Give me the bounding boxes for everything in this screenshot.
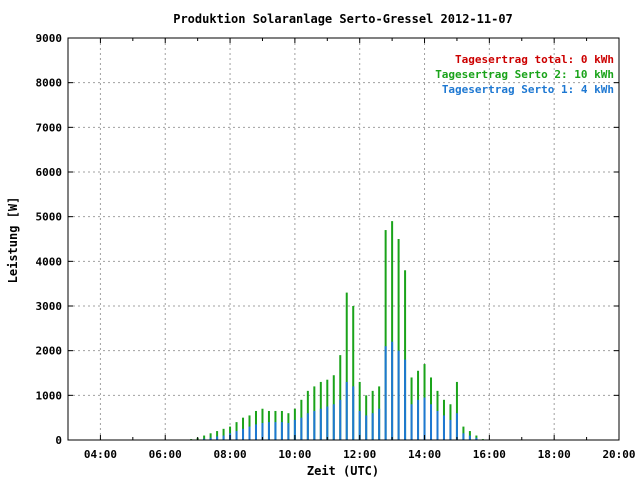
y-tick-label: 1000 [36, 389, 63, 402]
bar-serto-1 [436, 411, 438, 440]
bar-serto-1 [424, 398, 426, 440]
x-tick-label: 10:00 [278, 448, 311, 461]
bar-serto-1 [307, 413, 309, 440]
bar-serto-1 [411, 404, 413, 440]
x-tick-label: 18:00 [538, 448, 571, 461]
y-tick-label: 5000 [36, 211, 63, 224]
bar-serto-1 [378, 409, 380, 440]
bar-serto-1 [281, 422, 283, 440]
bar-serto-1 [417, 400, 419, 440]
bars [190, 221, 484, 440]
y-tick-label: 8000 [36, 77, 63, 90]
bar-serto-1 [469, 436, 471, 440]
x-tick-label: 16:00 [473, 448, 506, 461]
y-tick-label: 0 [55, 434, 62, 447]
x-tick-label: 06:00 [149, 448, 182, 461]
bar-serto-1 [339, 400, 341, 440]
x-tick-label: 12:00 [343, 448, 376, 461]
bar-serto-1 [333, 404, 335, 440]
y-tick-label: 6000 [36, 166, 63, 179]
x-tick-label: 08:00 [213, 448, 246, 461]
bar-serto-1 [268, 422, 270, 440]
x-tick-label: 04:00 [84, 448, 117, 461]
bar-serto-1 [223, 436, 225, 440]
bar-serto-1 [313, 411, 315, 440]
bar-serto-1 [352, 386, 354, 440]
bar-serto-1 [216, 436, 218, 440]
bar-serto-1 [274, 422, 276, 440]
bar-serto-1 [365, 415, 367, 440]
y-tick-label: 3000 [36, 300, 63, 313]
x-axis-label: Zeit (UTC) [307, 464, 379, 478]
y-axis-label: Leistung [W] [6, 197, 20, 284]
bar-serto-1 [236, 431, 238, 440]
bar-serto-1 [242, 429, 244, 440]
y-tick-label: 4000 [36, 255, 63, 268]
bar-serto-1 [462, 433, 464, 440]
bar-serto-1 [456, 413, 458, 440]
x-tick-label: 20:00 [602, 448, 635, 461]
plot-frame [68, 38, 619, 440]
grid [68, 38, 619, 440]
legend: Tagesertrag total: 0 kWh Tagesertrag Sert… [435, 53, 614, 96]
bar-serto-1 [346, 382, 348, 440]
bar-serto-1 [287, 423, 289, 440]
x-tick-label: 14:00 [408, 448, 441, 461]
y-tick-label: 9000 [36, 32, 63, 45]
chart-title: Produktion Solaranlage Serto-Gressel 201… [173, 12, 513, 26]
bar-serto-1 [449, 420, 451, 440]
bar-serto-1 [430, 404, 432, 440]
bar-serto-1 [385, 346, 387, 440]
bar-serto-1 [391, 342, 393, 440]
bar-serto-1 [255, 424, 257, 440]
legend-entry: Tagesertrag Serto 2: 10 kWh [435, 68, 614, 81]
axis-ticks: 0 1000 2000 3000 4000 5000 6000 7000 8000 9000 04:… [36, 32, 636, 461]
y-tick-label: 2000 [36, 345, 63, 358]
bar-serto-1 [320, 409, 322, 440]
legend-entry: Tagesertrag total: 0 kWh [455, 53, 614, 66]
bar-serto-1 [404, 360, 406, 440]
bar-serto-1 [326, 407, 328, 441]
bar-serto-1 [372, 413, 374, 440]
y-tick-label: 7000 [36, 121, 63, 134]
legend-entry: Tagesertrag Serto 1: 4 kWh [442, 83, 614, 96]
bar-serto-1 [300, 418, 302, 440]
bar-serto-1 [443, 415, 445, 440]
bar-serto-1 [249, 427, 251, 440]
bar-serto-1 [398, 351, 400, 440]
